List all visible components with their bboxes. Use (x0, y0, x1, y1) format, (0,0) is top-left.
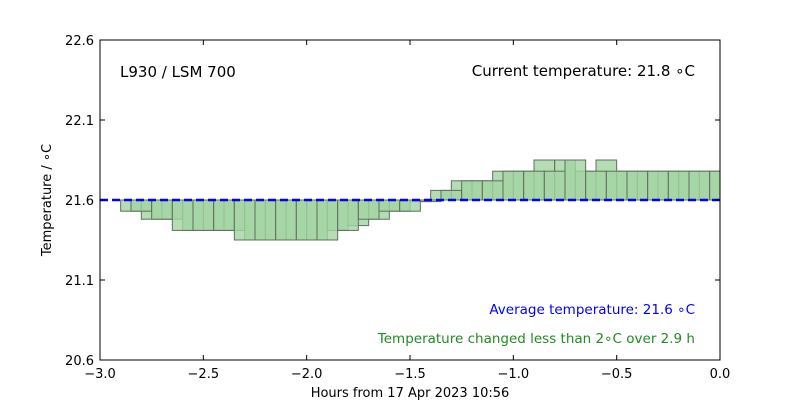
bar (688, 170, 711, 201)
bar (399, 199, 421, 212)
x-tick-label: −2.5 (188, 367, 220, 382)
bar (667, 170, 690, 201)
temperature-change-label: Temperature changed less than 2∘C over 2… (377, 331, 695, 347)
bar (275, 199, 297, 241)
y-axis: 20.6 21.1 21.6 22.1 22.6 (65, 34, 720, 369)
y-tick-label: 20.6 (65, 354, 94, 369)
bar (378, 199, 401, 212)
instrument-label: L930 / LSM 700 (120, 63, 236, 81)
x-tick-label: 0.0 (710, 367, 731, 382)
bar (295, 199, 318, 241)
bar (543, 170, 566, 201)
bar (502, 170, 525, 201)
x-axis: −3.0 −2.5 −2.0 −1.5 −1.0 −0.5 0.0 (84, 40, 730, 382)
average-temperature-label: Average temperature: 21.6 ∘C (489, 302, 695, 318)
bar (585, 170, 607, 201)
bar (357, 199, 380, 220)
bar (254, 199, 277, 241)
bar (337, 199, 359, 231)
bar (440, 189, 463, 201)
x-tick-label: −0.5 (601, 367, 633, 382)
x-axis-label: Hours from 17 Apr 2023 10:56 (311, 386, 510, 400)
y-tick-label: 21.6 (65, 194, 94, 209)
bar (233, 199, 256, 241)
bar (213, 199, 235, 231)
current-temperature-label: Current temperature: 21.8 ∘C (472, 62, 695, 80)
bar (481, 180, 504, 201)
bar (151, 199, 173, 220)
x-tick-label: −3.0 (84, 367, 116, 382)
bar (192, 199, 215, 231)
x-tick-label: −2.0 (291, 367, 323, 382)
bar (171, 199, 194, 231)
bar (523, 170, 545, 201)
bar (461, 180, 483, 201)
x-tick-label: −1.5 (394, 367, 426, 382)
y-tick-label: 22.1 (65, 114, 94, 129)
bar (316, 199, 339, 241)
bar (564, 159, 587, 201)
bar (130, 199, 153, 212)
y-tick-label: 22.6 (65, 34, 94, 49)
bar (626, 170, 649, 201)
y-tick-label: 21.1 (65, 274, 94, 289)
bar (647, 170, 669, 201)
x-tick-label: −1.0 (498, 367, 530, 382)
bar (605, 170, 628, 201)
y-axis-label: Temperature / ∘C (40, 144, 55, 257)
bar (709, 170, 720, 201)
